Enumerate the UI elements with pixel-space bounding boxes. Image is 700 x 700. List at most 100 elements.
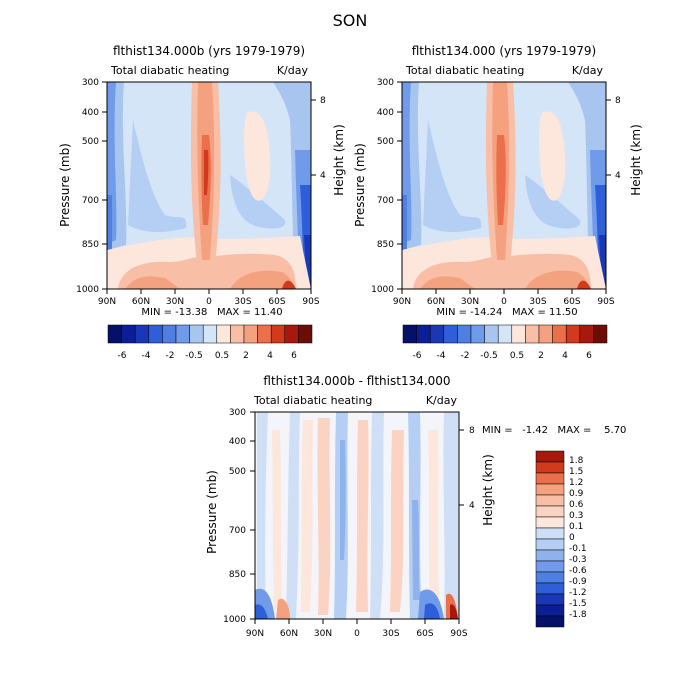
positive-region — [244, 111, 271, 201]
colorbar-swatch — [525, 324, 540, 344]
colorbar-swatch — [284, 324, 299, 344]
x-tick-label: 60N — [132, 297, 150, 307]
panel-1-stats: MIN = -13.38 MAX = 11.40 — [141, 307, 282, 318]
panel-3-axes: 90N 60N 30N 0 30S 60S 90S 300 400 500 70… — [205, 408, 495, 639]
x-tick-label: 30S — [382, 629, 399, 639]
colorbar-swatch — [457, 324, 472, 344]
colorbar-tick-label: 4 — [562, 351, 568, 361]
colorbar-swatch — [470, 324, 485, 344]
legend-label: -0.3 — [569, 555, 587, 565]
y-tick-label: 300 — [377, 78, 394, 88]
x-tick-label: 0 — [501, 297, 507, 307]
legend-swatch — [535, 538, 565, 551]
y-tick-label: 850 — [82, 240, 99, 250]
colorbar-swatches-2 — [402, 324, 608, 344]
x-tick-label: 60S — [416, 629, 433, 639]
colorbar-swatch — [189, 324, 204, 344]
colorbar-tick-label: -4 — [437, 351, 446, 361]
colorbar-tick-label: -6 — [118, 351, 127, 361]
panel-3-field — [255, 412, 459, 619]
colorbar-swatch — [202, 324, 218, 344]
legend-label: 0.3 — [569, 511, 583, 521]
colorbar-swatch — [429, 324, 445, 344]
colorbar-swatch — [162, 324, 177, 344]
x-tick-label: 90N — [246, 629, 264, 639]
positive-region — [577, 280, 591, 289]
colorbar-tick-label: 6 — [291, 351, 297, 361]
right-tick-label: 4 — [320, 171, 326, 181]
y-tick-label: 850 — [377, 240, 394, 250]
x-tick-label: 0 — [206, 297, 212, 307]
colorbar-tick-label: 0.5 — [215, 351, 229, 361]
x-tick-label: 30N — [461, 297, 479, 307]
legend-label: -0.1 — [569, 544, 587, 554]
negative-region — [107, 195, 112, 252]
negative-band — [257, 412, 268, 619]
legend-swatch — [535, 516, 565, 529]
colorbar-swatch — [216, 324, 231, 344]
legend-swatch — [535, 604, 565, 617]
colorbar-swatch — [121, 324, 136, 344]
colorbar-ticks-1: -6 -4 -2 -0.5 0.5 2 4 6 — [118, 351, 298, 361]
x-tick-label: 60S — [268, 297, 285, 307]
panel-3-title: flthist134.000b - flthist134.000 — [263, 374, 450, 388]
y-axis-label: Pressure (mb) — [58, 143, 72, 227]
x-tick-label: 60N — [427, 297, 445, 307]
panel-3: flthist134.000b - flthist134.000 Total d… — [205, 374, 626, 639]
colorbar-tick-label: -6 — [413, 351, 422, 361]
positive-region — [204, 150, 209, 195]
legend-label: -1.2 — [569, 588, 587, 598]
colorbar-2: -6 -4 -2 -0.5 0.5 2 4 6 — [402, 324, 608, 361]
y-tick-label: 500 — [82, 137, 99, 147]
legend-swatch — [535, 582, 565, 595]
colorbar-swatch — [552, 324, 567, 344]
colorbar-tick-label: 0.5 — [510, 351, 524, 361]
y-tick-label: 500 — [377, 137, 394, 147]
panel-2: flthist134.000 (yrs 1979-1979) Total dia… — [353, 44, 643, 318]
colorbar-swatch — [134, 324, 150, 344]
positive-band — [428, 430, 440, 612]
colorbar-swatch — [538, 324, 553, 344]
colorbar-swatch — [565, 324, 581, 344]
right-tick-label: 4 — [615, 171, 621, 181]
legend-swatch — [535, 483, 565, 496]
positive-band — [356, 420, 369, 612]
legend-swatches — [535, 450, 565, 628]
legend-swatch — [535, 450, 565, 463]
legend-swatch — [535, 615, 565, 628]
colorbar-tick-label: 2 — [538, 351, 544, 361]
positive-band — [317, 418, 331, 615]
colorbar-tick-label: 2 — [243, 351, 249, 361]
y-tick-label: 850 — [229, 570, 246, 580]
panel-2-field — [402, 82, 606, 289]
panel-3-stats: MIN = -1.42 MAX = 5.70 — [482, 425, 626, 436]
positive-region — [420, 276, 475, 289]
positive-region — [230, 270, 294, 289]
legend-swatch — [535, 549, 565, 562]
positive-region — [450, 604, 458, 619]
legend-swatch — [535, 560, 565, 573]
panel-1-field — [107, 82, 311, 289]
panel-2-axes: 90N 60N 30N 0 30S 60S 90S 300 400 500 70… — [353, 78, 643, 307]
colorbar-swatch — [593, 324, 608, 344]
positive-band — [301, 420, 313, 612]
right-tick-label: 8 — [615, 96, 621, 106]
colorbar-1: -6 -4 -2 -0.5 0.5 2 4 6 — [107, 324, 313, 361]
legend-label: -1.5 — [569, 599, 587, 609]
x-tick-label: 30S — [529, 297, 546, 307]
right-tick-label: 4 — [469, 501, 475, 511]
legend-swatch — [535, 472, 565, 485]
legend-label: -0.6 — [569, 566, 587, 576]
negative-region — [255, 604, 268, 619]
y-tick-label: 400 — [229, 437, 246, 447]
y-tick-label: 300 — [229, 408, 246, 418]
colorbar-swatch — [402, 324, 417, 344]
colorbar-tick-label: -4 — [142, 351, 151, 361]
panel-1-units: K/day — [277, 64, 309, 77]
negative-region — [230, 175, 286, 229]
colorbar-swatch — [175, 324, 190, 344]
legend-label: 1.8 — [569, 456, 584, 466]
positive-region — [125, 276, 180, 289]
y-tick-label: 700 — [82, 196, 99, 206]
